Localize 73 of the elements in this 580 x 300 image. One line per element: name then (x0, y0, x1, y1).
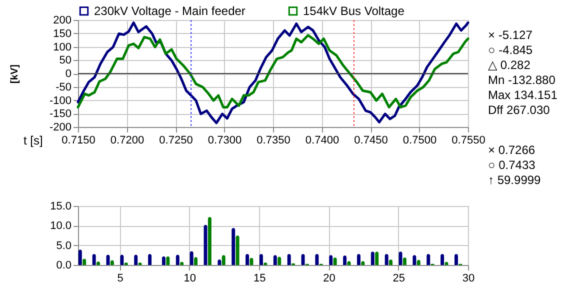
bar (106, 254, 110, 265)
bar (246, 254, 250, 265)
x-tick-label: 15 (253, 272, 266, 284)
x-tick-label: 0.7200 (110, 134, 144, 146)
x-tick-label: 30 (462, 272, 475, 284)
legend-label: 154kV Bus Voltage (303, 4, 405, 18)
text: Mn -132.880 (488, 73, 556, 88)
text: ○ -4.845 (488, 43, 534, 58)
bar (134, 254, 138, 265)
bar (440, 254, 444, 265)
line-series (76, 21, 470, 124)
y-tick-label: -100 (49, 94, 72, 107)
y-tick-label: 5.0 (56, 240, 72, 252)
bar (176, 254, 180, 265)
x-tick-label: 10 (184, 272, 196, 284)
y-tick-label: 150 (53, 28, 72, 40)
y-tick-label: 15.0 (50, 200, 72, 212)
y-axis-title: [kV] (9, 64, 20, 84)
bar (301, 254, 305, 265)
y-tick-label: -50 (56, 81, 72, 94)
bar (356, 254, 360, 265)
y-tick-label: 100 (53, 41, 72, 54)
x-tick-label: 0.7150 (62, 134, 96, 146)
x-tick-label: 25 (392, 272, 405, 284)
text: × -5.127 (488, 28, 534, 43)
bar (315, 254, 319, 265)
y-tick-label: 0 (65, 68, 72, 80)
y-tick-label: -200 (49, 122, 72, 134)
bar (208, 217, 212, 265)
legend-label: 230kV Voltage - Main feeder (94, 4, 246, 18)
y-tick-label: 0.0 (56, 260, 72, 272)
line-series (76, 34, 470, 108)
bar (412, 255, 416, 265)
x-tick-label: 0.7500 (402, 134, 437, 146)
bar (120, 254, 124, 265)
bar (78, 250, 82, 265)
bar (259, 254, 263, 265)
y-tick-label: 50 (59, 54, 72, 67)
bar (92, 254, 96, 265)
text: △ 0.282 (488, 58, 532, 73)
bar (222, 255, 226, 265)
y-tick-label: -150 (49, 108, 72, 120)
x-tick-label: 0.7250 (159, 134, 193, 146)
bar (398, 252, 402, 265)
bar (204, 224, 208, 265)
text: × 0.7266 (488, 143, 536, 158)
bar (236, 236, 240, 265)
text: ↑ 59.9999 (488, 173, 541, 188)
bar (232, 228, 236, 265)
x-tick-label: 5 (117, 272, 124, 284)
bar (384, 254, 388, 265)
x-tick-label: 0.7350 (256, 134, 290, 146)
x-tick-label: 0.7450 (354, 134, 388, 146)
bar (329, 255, 333, 265)
text: ○ 0.7433 (488, 158, 536, 173)
bar (273, 255, 277, 265)
x-tick-label: 0.7400 (305, 134, 340, 146)
bar (426, 254, 430, 265)
bar (190, 251, 194, 265)
x-tick-label: 0.7550 (452, 134, 486, 146)
bar (375, 252, 379, 265)
x-axis-title: t [s] (24, 134, 43, 148)
bar (343, 256, 347, 265)
x-tick-label: 20 (323, 272, 336, 284)
y-tick-label: 10.0 (50, 220, 72, 232)
bar (454, 254, 458, 265)
text: Dff 267.030 (488, 103, 551, 118)
text: Max 134.151 (488, 88, 558, 103)
bar (148, 254, 152, 265)
bar (370, 252, 374, 265)
bar (287, 254, 291, 265)
x-tick-label: 0.7300 (208, 134, 242, 146)
y-tick-label: 200 (53, 14, 72, 26)
